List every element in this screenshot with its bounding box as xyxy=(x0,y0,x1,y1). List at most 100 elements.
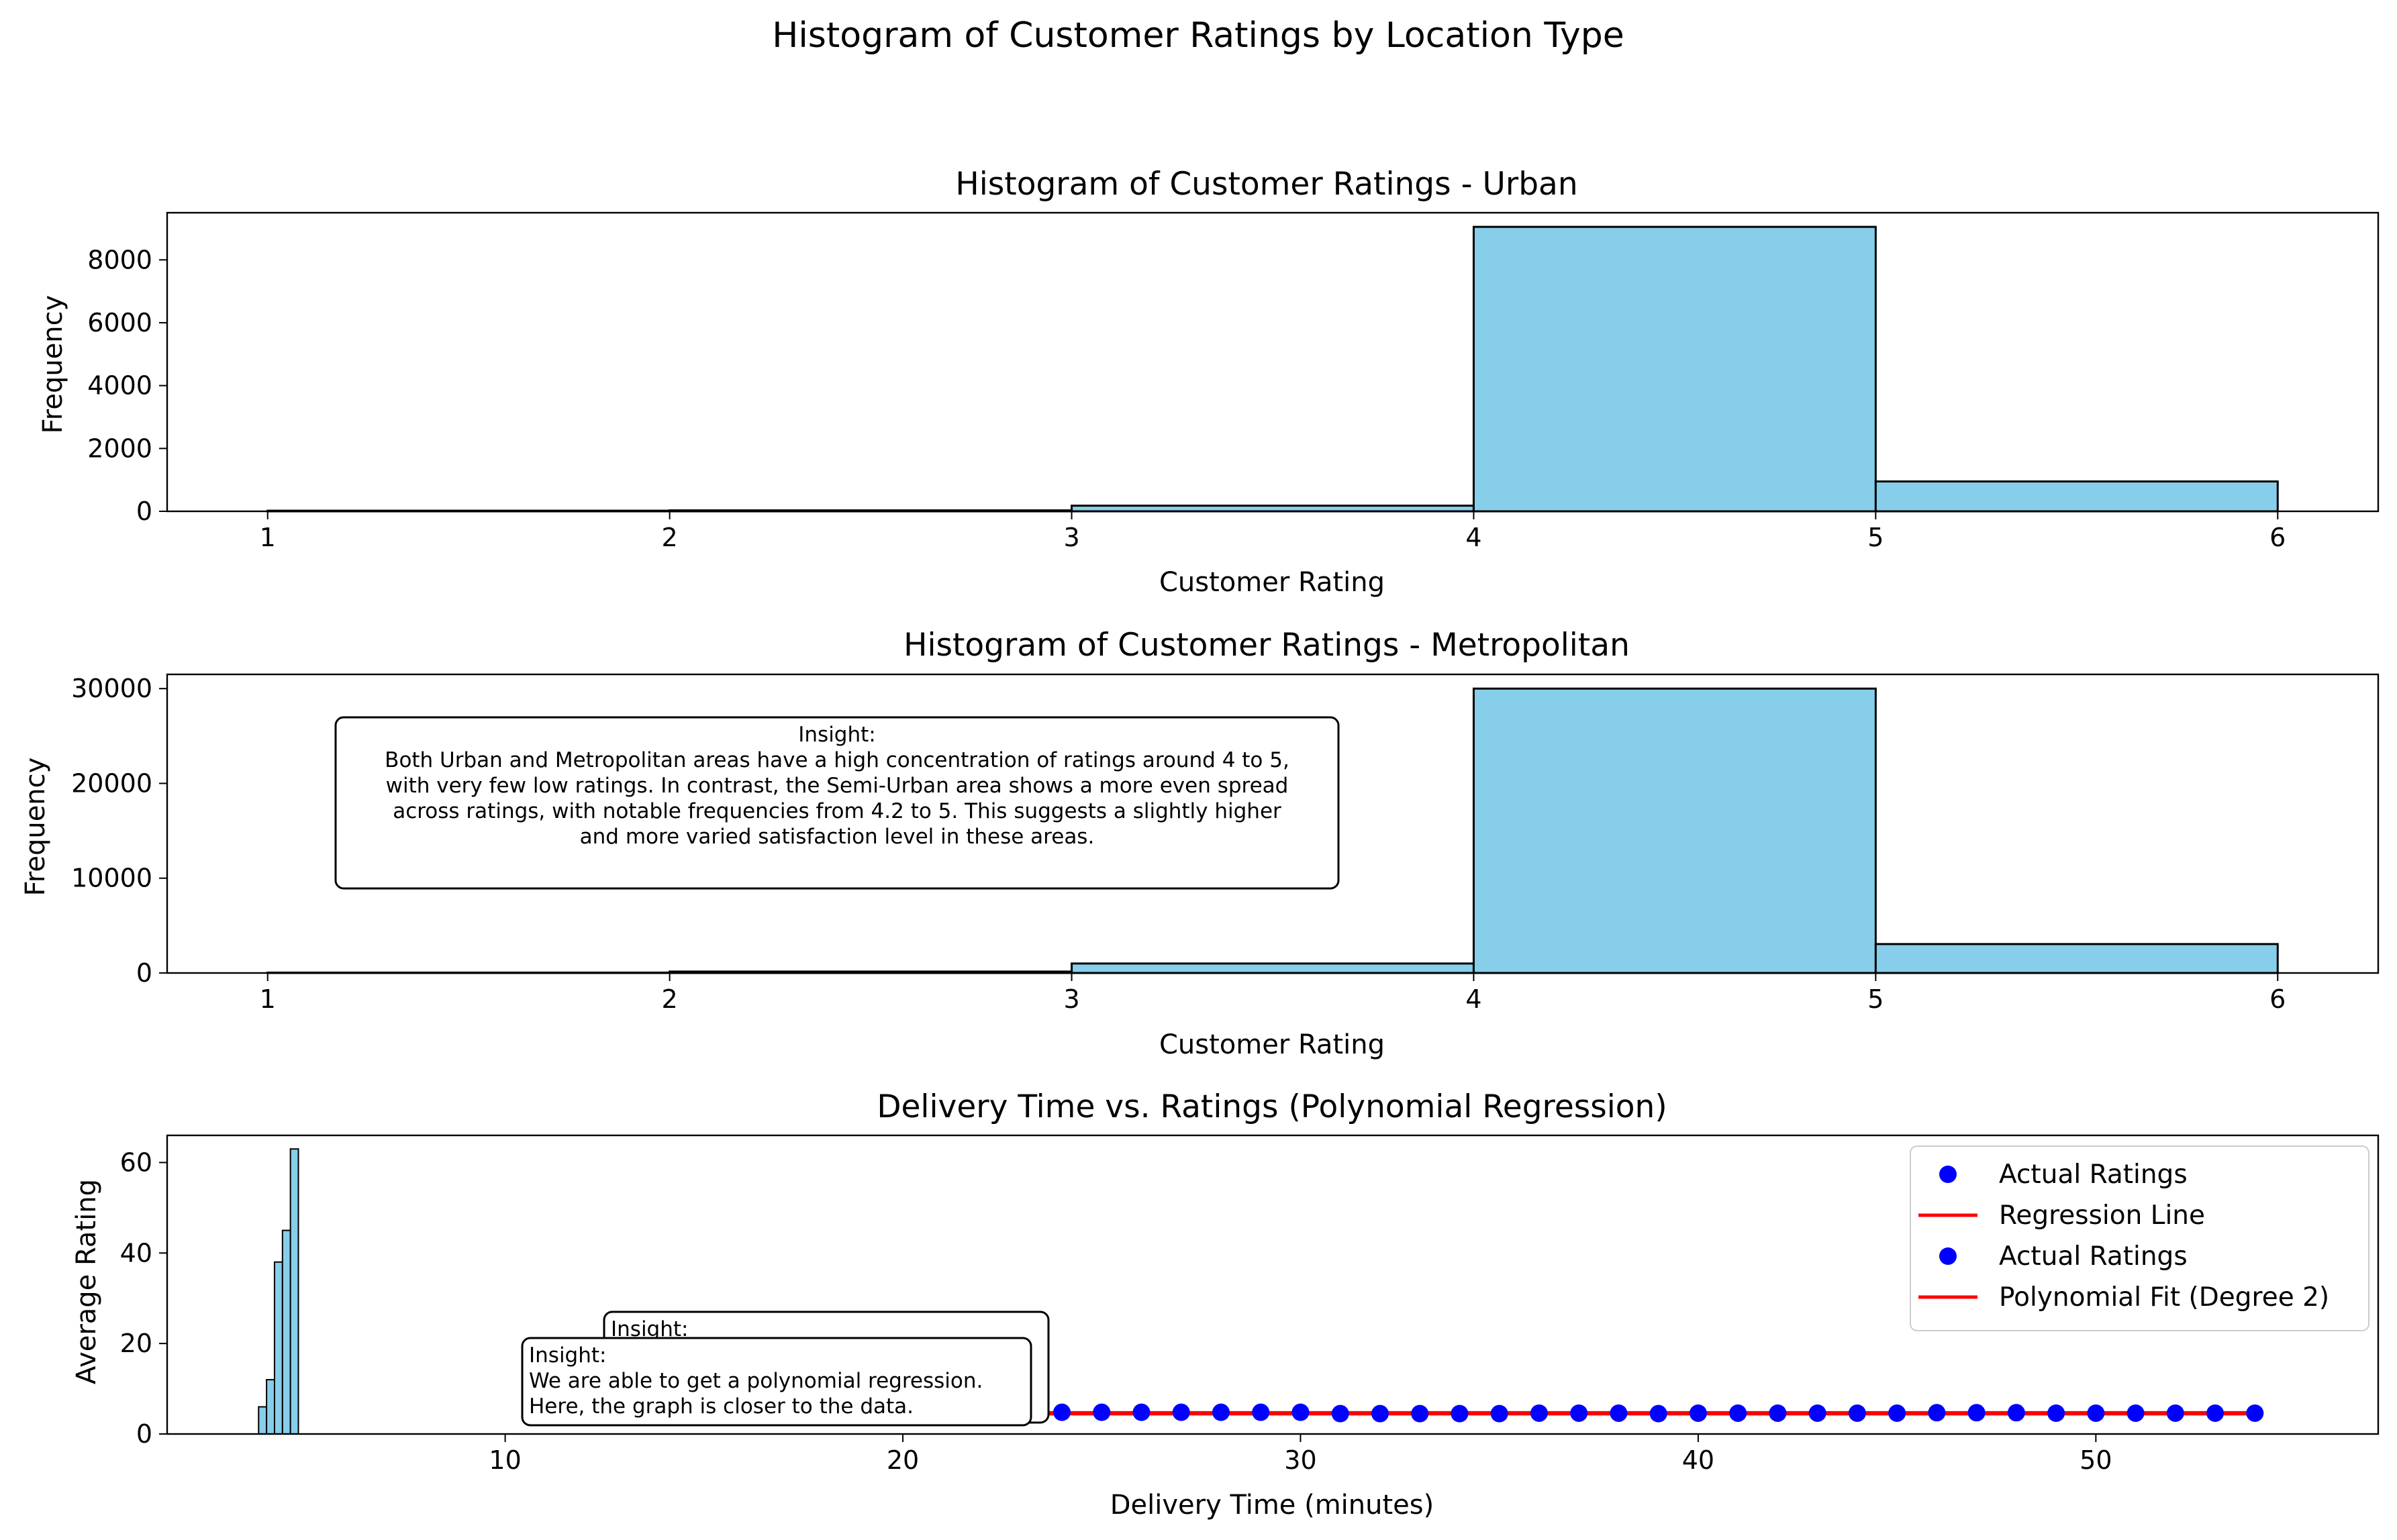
actual-rating-point xyxy=(2166,1404,2184,1422)
legend-label: Regression Line xyxy=(1999,1200,2205,1231)
actual-rating-point xyxy=(1053,1403,1071,1421)
delivery-insight-box-front: Insight:We are able to get a polynomial … xyxy=(521,1337,1032,1427)
actual-rating-point xyxy=(1451,1404,1469,1423)
urban-x-tick-label: 3 xyxy=(1063,523,1079,552)
urban-x-tick-label: 2 xyxy=(662,523,678,552)
urban-y-tick-label: 6000 xyxy=(87,308,152,338)
actual-rating-point xyxy=(1729,1404,1747,1422)
urban-y-tick-label: 2000 xyxy=(87,433,152,463)
metropolitan-y-tick-label: 30000 xyxy=(71,674,152,703)
urban-x-tick-label: 1 xyxy=(260,523,276,552)
metropolitan-insight-box-line: with very few low ratings. In contrast, … xyxy=(386,774,1289,798)
delivery-chart-title: Delivery Time vs. Ratings (Polynomial Re… xyxy=(877,1088,1667,1125)
legend-label: Actual Ratings xyxy=(1999,1160,2188,1190)
delivery-x-axis-label: Delivery Time (minutes) xyxy=(1110,1490,1434,1521)
legend-marker xyxy=(1939,1247,1957,1265)
actual-rating-point xyxy=(1769,1404,1787,1422)
actual-rating-point xyxy=(1371,1404,1389,1423)
legend-label: Polynomial Fit (Degree 2) xyxy=(1999,1282,2329,1313)
actual-rating-point xyxy=(1967,1404,1986,1422)
actual-rating-point xyxy=(1411,1404,1429,1423)
delivery-y-axis-label: Average Rating xyxy=(71,1179,102,1384)
actual-rating-point xyxy=(1689,1404,1707,1422)
delivery-histogram-bar xyxy=(266,1379,275,1435)
actual-rating-point xyxy=(1093,1403,1111,1421)
actual-rating-point xyxy=(1888,1404,1906,1422)
delivery-insight-box-front-line: Here, the graph is closer to the data. xyxy=(529,1394,914,1419)
metropolitan-insight-box-frame xyxy=(334,716,1340,890)
urban-histogram-bar xyxy=(1071,505,1475,513)
legend-frame xyxy=(1910,1145,2369,1331)
actual-rating-point xyxy=(1610,1404,1628,1422)
actual-rating-point xyxy=(1331,1404,1349,1423)
metropolitan-x-axis-label: Customer Rating xyxy=(1159,1029,1385,1060)
metropolitan-histogram-panel: Histogram of Customer Ratings - Metropol… xyxy=(20,627,2380,1060)
urban-x-tick-label: 6 xyxy=(2269,523,2286,552)
actual-rating-point xyxy=(2047,1404,2065,1422)
metropolitan-insight-box-line: and more varied satisfaction level in th… xyxy=(580,825,1095,849)
delivery-insight-box-front-line: Insight: xyxy=(529,1343,606,1368)
delivery-histogram-bar xyxy=(289,1148,299,1435)
metropolitan-y-axis-label: Frequency xyxy=(20,758,51,896)
actual-rating-point xyxy=(2206,1404,2224,1422)
metropolitan-chart-title: Histogram of Customer Ratings - Metropol… xyxy=(903,627,1630,664)
delivery-histogram-bar xyxy=(281,1229,291,1435)
urban-y-tick-label: 8000 xyxy=(87,245,152,274)
actual-rating-point xyxy=(1928,1404,1946,1422)
urban-x-tick-label: 5 xyxy=(1867,523,1884,552)
delivery-histogram-bar xyxy=(258,1406,268,1435)
actual-rating-point xyxy=(2126,1404,2145,1422)
metropolitan-axes-frame xyxy=(166,673,2380,974)
actual-rating-point xyxy=(2246,1404,2264,1422)
figure-title: Histogram of Customer Ratings by Locatio… xyxy=(772,15,1624,56)
delivery-insight-box-front-line: We are able to get a polynomial regressi… xyxy=(529,1369,983,1393)
metropolitan-histogram-bar xyxy=(1071,962,1475,974)
delivery-histogram-bar xyxy=(273,1261,283,1435)
actual-rating-point xyxy=(1132,1403,1151,1421)
urban-histogram-panel: Histogram of Customer Ratings - Urban Cu… xyxy=(38,166,2380,598)
delivery-x-tick-label: 30 xyxy=(1284,1445,1316,1475)
metropolitan-histogram-bar xyxy=(1874,943,2279,974)
metropolitan-y-tick-label: 20000 xyxy=(71,768,152,798)
delivery-x-tick-label: 40 xyxy=(1682,1445,1714,1475)
urban-histogram-bar xyxy=(1874,480,2279,513)
delivery-time-panel: Delivery Time vs. Ratings (Polynomial Re… xyxy=(71,1088,2380,1521)
metropolitan-x-tick-label: 3 xyxy=(1063,984,1079,1014)
actual-rating-point xyxy=(1490,1404,1508,1423)
actual-rating-point xyxy=(1848,1404,1866,1422)
delivery-x-tick-label: 10 xyxy=(489,1445,521,1475)
delivery-y-tick-label: 0 xyxy=(136,1419,152,1449)
actual-rating-point xyxy=(2007,1404,2025,1422)
urban-y-axis-label: Frequency xyxy=(38,295,68,434)
actual-rating-point xyxy=(1570,1404,1588,1422)
actual-rating-point xyxy=(1649,1404,1667,1423)
delivery-y-tick-label: 60 xyxy=(120,1147,152,1177)
delivery-y-tick-label: 40 xyxy=(120,1238,152,1268)
urban-y-tick-label: 4000 xyxy=(87,371,152,401)
delivery-axes-frame xyxy=(166,1134,2380,1435)
urban-histogram-bar xyxy=(1472,225,1877,513)
delivery-legend: Actual Ratings Regression Line Actual Rati… xyxy=(1910,1145,2369,1331)
metropolitan-x-tick-label: 2 xyxy=(662,984,678,1014)
delivery-y-tick-label: 20 xyxy=(120,1329,152,1358)
delivery-x-tick-label: 20 xyxy=(887,1445,919,1475)
metropolitan-x-tick-label: 1 xyxy=(260,984,276,1014)
metropolitan-insight-box-line: Insight: xyxy=(798,723,875,747)
metropolitan-x-tick-label: 5 xyxy=(1867,984,1884,1014)
delivery-x-tick-label: 50 xyxy=(2080,1445,2112,1475)
metropolitan-x-tick-label: 4 xyxy=(1465,984,1481,1014)
actual-rating-point xyxy=(1808,1404,1826,1422)
metropolitan-y-tick-label: 0 xyxy=(136,958,152,988)
legend-label: Actual Ratings xyxy=(1999,1241,2188,1272)
urban-axes-frame xyxy=(166,211,2380,513)
actual-rating-point xyxy=(1291,1403,1310,1421)
metropolitan-y-tick-label: 10000 xyxy=(71,864,152,893)
urban-x-tick-label: 4 xyxy=(1465,523,1481,552)
metropolitan-insight-box: Insight:Both Urban and Metropolitan area… xyxy=(334,716,1340,890)
delivery-insight-box-front-frame xyxy=(521,1337,1032,1427)
metropolitan-insight-box-line: across ratings, with notable frequencies… xyxy=(393,799,1281,823)
actual-rating-point xyxy=(1212,1403,1230,1421)
urban-y-tick-label: 0 xyxy=(136,497,152,526)
metropolitan-histogram-bar xyxy=(1472,687,1877,974)
